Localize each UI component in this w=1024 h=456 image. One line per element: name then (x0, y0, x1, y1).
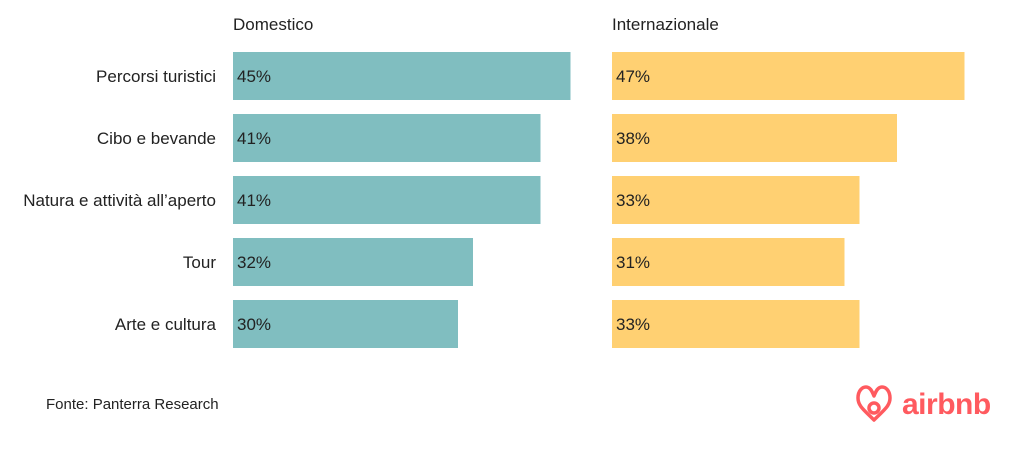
data-label: 41% (237, 191, 271, 210)
data-label: 33% (616, 315, 650, 334)
data-label: 31% (616, 253, 650, 272)
bar (233, 176, 541, 224)
bar (612, 52, 965, 100)
data-label: 47% (616, 67, 650, 86)
category-label: Natura e attività all’aperto (23, 191, 216, 210)
source-note: Fonte: Panterra Research (46, 396, 219, 413)
airbnb-belo-icon (856, 385, 892, 422)
bar (612, 300, 860, 348)
data-label: 30% (237, 315, 271, 334)
data-label: 33% (616, 191, 650, 210)
bar-chart: Percorsi turistici Cibo e bevande Natura e… (23, 15, 965, 348)
bar (233, 300, 458, 348)
category-label: Arte e cultura (115, 315, 217, 334)
data-label: 41% (237, 129, 271, 148)
airbnb-logo: airbnb (852, 384, 991, 426)
brand-name: airbnb (902, 388, 991, 421)
category-label: Cibo e bevande (97, 129, 216, 148)
panel-title: Domestico (233, 15, 313, 34)
data-label: 32% (237, 253, 271, 272)
panel-title: Internazionale (612, 15, 719, 34)
bar (612, 114, 897, 162)
bar (612, 176, 860, 224)
bar (233, 238, 473, 286)
bar (612, 238, 845, 286)
data-label: 38% (616, 129, 650, 148)
category-label: Percorsi turistici (96, 67, 216, 86)
data-label: 45% (237, 67, 271, 86)
bar (233, 52, 571, 100)
category-label: Tour (183, 253, 216, 272)
bar (233, 114, 541, 162)
